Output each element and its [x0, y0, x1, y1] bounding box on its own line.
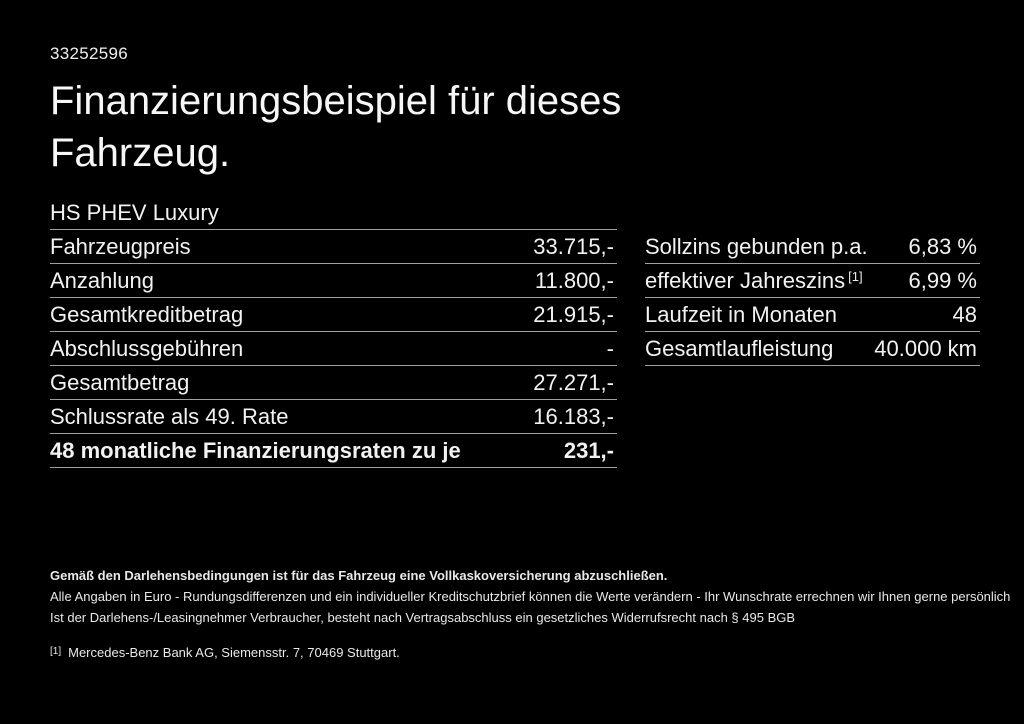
row-label: Laufzeit in Monaten — [645, 302, 838, 327]
table-row-anzahlung: Anzahlung 11.800,- — [50, 264, 617, 298]
table-row-schlussrate: Schlussrate als 49. Rate 16.183,- — [50, 400, 617, 434]
vehicle-model-name: HS PHEV Luxury — [50, 196, 617, 230]
financing-table: HS PHEV Luxury Fahrzeugpreis 33.715,- An… — [50, 196, 617, 468]
table-row-sollzins: Sollzins gebunden p.a. 6,83 % — [645, 230, 980, 264]
row-label: effektiver Jahreszins [1] — [645, 268, 863, 293]
disclaimer-line: Alle Angaben in Euro - Rundungsdifferenz… — [50, 589, 1011, 604]
legal-footer: Gemäß den Darlehensbedingungen ist für d… — [50, 565, 1011, 663]
row-label: Fahrzeugpreis — [50, 234, 191, 259]
table-row-laufzeit: Laufzeit in Monaten 48 — [645, 298, 980, 332]
row-value: 21.915,- — [533, 302, 614, 327]
table-row-monatsrate: 48 monatliche Finanzierungsraten zu je 2… — [50, 434, 617, 468]
row-value: 48 — [952, 302, 977, 327]
table-row-fahrzeugpreis: Fahrzeugpreis 33.715,- — [50, 230, 617, 264]
row-label: Gesamtlaufleistung — [645, 336, 834, 361]
row-value: 11.800,- — [534, 268, 614, 293]
page-title-line2: Fahrzeug. — [50, 131, 231, 175]
row-value: 27.271,- — [533, 370, 614, 395]
table-row-effektiver-jahreszins: effektiver Jahreszins [1] 6,99 % — [645, 264, 980, 298]
consumer-rights-line: Ist der Darlehens-/Leasingnehmer Verbrau… — [50, 610, 796, 625]
footnote-reference: [1] — [848, 269, 863, 284]
row-value: 16.183,- — [533, 404, 614, 429]
row-label: 48 monatliche Finanzierungsraten zu je — [50, 438, 461, 463]
table-row-abschlussgebuehren: Abschlussgebühren - — [50, 332, 617, 366]
row-label: Schlussrate als 49. Rate — [50, 404, 289, 429]
row-label: Anzahlung — [50, 268, 154, 293]
row-value: 6,83 % — [908, 234, 978, 259]
footnote-marker: [1] — [50, 646, 62, 657]
page-title-line1: Finanzierungsbeispiel für dieses — [50, 79, 622, 123]
row-value: 33.715,- — [533, 234, 614, 259]
table-row-gesamtbetrag: Gesamtbetrag 27.271,- — [50, 366, 617, 400]
row-label: Abschlussgebühren — [50, 336, 244, 361]
table-row-gesamtlaufleistung: Gesamtlaufleistung 40.000 km — [645, 332, 980, 366]
row-value: - — [606, 336, 614, 361]
financing-content: HS PHEV Luxury Fahrzeugpreis 33.715,- An… — [50, 196, 980, 468]
table-row-gesamtkreditbetrag: Gesamtkreditbetrag 21.915,- — [50, 298, 617, 332]
vehicle-offer-id: 33252596 — [50, 44, 129, 63]
footnote: [1] Mercedes-Benz Bank AG, Siemensstr. 7,… — [50, 641, 990, 663]
footnote-text: Mercedes-Benz Bank AG, Siemensstr. 7, 70… — [68, 645, 400, 660]
page-title: Finanzierungsbeispiel für dieses Fahrzeu… — [50, 75, 621, 179]
row-value: 40.000 km — [874, 336, 977, 361]
row-label: Sollzins gebunden p.a. — [645, 234, 868, 259]
insurance-requirement-note: Gemäß den Darlehensbedingungen ist für d… — [50, 568, 668, 583]
row-label: Gesamtkreditbetrag — [50, 302, 244, 327]
row-value: 6,99 % — [908, 268, 978, 293]
row-value: 231,- — [563, 438, 614, 463]
conditions-table: Sollzins gebunden p.a. 6,83 % effektiver… — [645, 230, 980, 468]
row-label: Gesamtbetrag — [50, 370, 190, 395]
